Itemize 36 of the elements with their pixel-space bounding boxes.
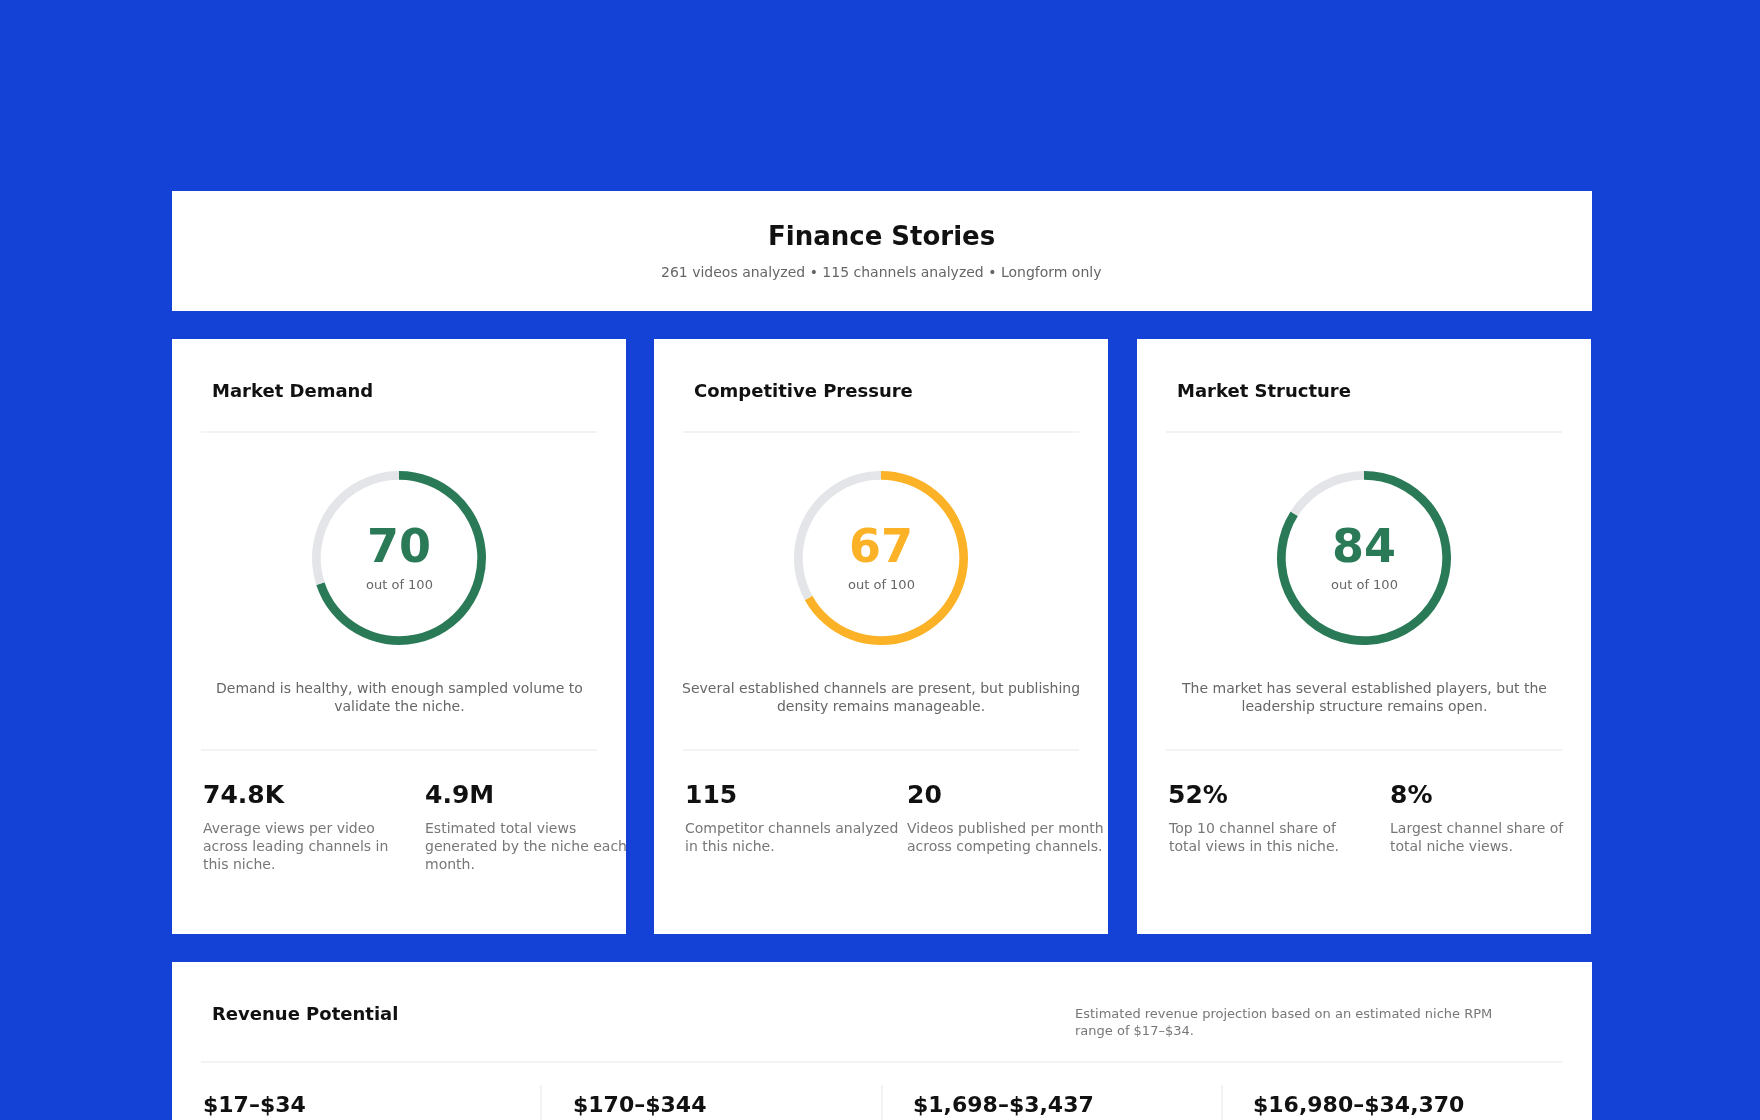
text: 4.9M xyxy=(425,780,495,809)
donut-slice xyxy=(316,471,486,645)
text: 115 xyxy=(685,780,738,809)
text: Demand is healthy, with enough sampled volume to validate the niche. xyxy=(216,680,583,715)
data-label: 84 xyxy=(1332,519,1397,573)
donut-slice xyxy=(804,471,968,645)
text: Largest channel share of total niche views. xyxy=(1390,820,1565,855)
chart-title: Market Structure xyxy=(1177,380,1351,401)
text: Several established channels are present, but publishing density remains manageable. xyxy=(682,680,1081,715)
text: 261 videos analyzed • 115 channels analyzed • Longform only xyxy=(661,264,1102,280)
text: out of 100 xyxy=(366,577,433,592)
text: Average views per video across leading channels in this niche. xyxy=(203,820,389,873)
text: Top 10 channel share of total views in this niche. xyxy=(1168,820,1340,855)
text: $1,698–$3,437 xyxy=(913,1092,1094,1117)
text: 20 xyxy=(907,780,942,809)
text: $17–$34 xyxy=(203,1092,306,1117)
text: 52% xyxy=(1168,780,1228,809)
text: out of 100 xyxy=(848,577,915,592)
text: out of 100 xyxy=(1331,577,1398,592)
text: $16,980–$34,370 xyxy=(1253,1092,1465,1117)
text: Estimated total views generated by the niche each month. xyxy=(425,820,627,873)
text: $170–$344 xyxy=(573,1092,707,1117)
text: Competitor channels analyzed in this niche. xyxy=(685,820,899,855)
data-label: 67 xyxy=(849,519,914,573)
donut-slice xyxy=(1277,471,1451,645)
chart-title: Market Demand xyxy=(212,380,374,401)
text: Revenue Potential xyxy=(212,1003,399,1024)
text: Finance Stories xyxy=(768,221,996,251)
text: The market has several established players, but the leadership structure remains open. xyxy=(1181,680,1547,715)
text: Videos published per month across competing channels. xyxy=(907,820,1104,855)
text: Estimated revenue projection based on an estimated niche RPM range of $17–$34. xyxy=(1075,1006,1493,1038)
data-label: 70 xyxy=(367,519,432,573)
text: 8% xyxy=(1390,780,1433,809)
chart-title: Competitive Pressure xyxy=(694,380,913,401)
donut-slice xyxy=(1290,471,1364,517)
text: 74.8K xyxy=(203,780,286,809)
